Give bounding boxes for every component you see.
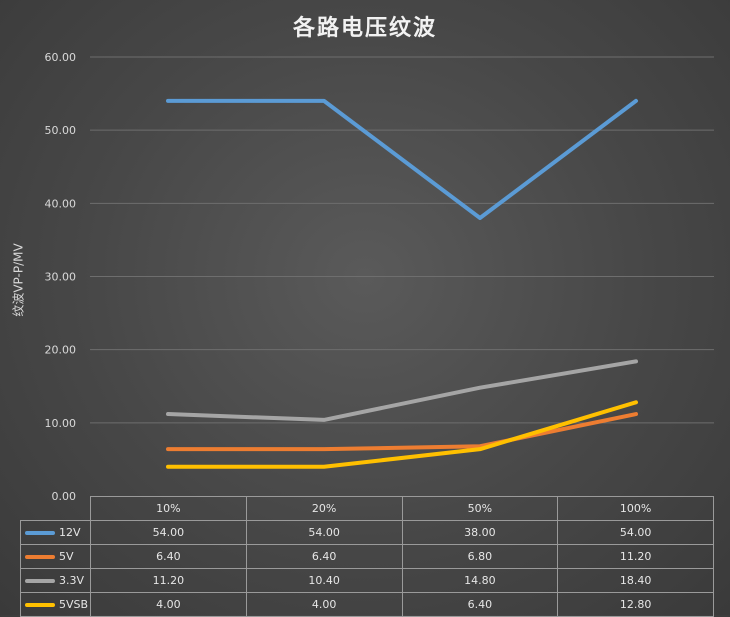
series-name: 3.3V [59,574,85,587]
series-line-12v [166,98,638,220]
gridlines [90,56,714,424]
data-cell: 6.40 [90,544,247,569]
data-cell: 11.20 [557,544,714,569]
table-row: 12V 54.00 54.00 38.00 54.00 [20,520,714,545]
data-cell: 18.40 [557,568,714,593]
series-name: 12V [59,526,81,539]
y-tick-label: 40.00 [45,197,77,210]
category-label: 10% [90,496,247,521]
table-row: 5VSB 4.00 4.00 6.40 12.80 [20,592,714,617]
legend-swatch [25,531,55,535]
legend-swatch [25,603,55,607]
series-name: 5V [59,550,74,563]
y-tick-label: 30.00 [45,271,77,284]
series-lines [166,98,638,469]
series-legend-cell: 5VSB [20,592,91,617]
table-body: 12V 54.00 54.00 38.00 54.00 5V 6.40 6.40 6.80 11.… [20,520,714,617]
y-tick-label: 20.00 [45,344,77,357]
series-line-5vsb [166,400,638,469]
data-cell: 12.80 [557,592,714,617]
series-legend-cell: 5V [20,544,91,569]
category-label: 50% [401,496,559,521]
y-tick-label: 60.00 [45,51,77,64]
data-cell: 4.00 [90,592,247,617]
data-cell: 10.40 [245,568,403,593]
table-row: 3.3V 11.20 10.40 14.80 18.40 [20,568,714,593]
series-name: 5VSB [59,598,89,611]
data-cell: 14.80 [401,568,559,593]
series-line-5v [166,412,638,452]
legend-swatch [25,555,55,559]
data-cell: 54.00 [245,520,403,545]
chart-title: 各路电压纹波 [292,16,437,41]
series-legend-cell: 3.3V [20,568,91,593]
data-cell: 11.20 [90,568,247,593]
table-header-row: 10% 20% 50% 100% [20,496,714,521]
data-cell: 6.80 [401,544,559,569]
table-corner [20,496,91,521]
data-cell: 54.00 [557,520,714,545]
data-cell: 6.40 [401,592,559,617]
data-cell: 6.40 [245,544,403,569]
series-legend-cell: 12V [20,520,91,545]
y-tick-label: 50.00 [45,124,77,137]
data-cell: 54.00 [90,520,247,545]
legend-swatch [25,579,55,583]
data-cell: 4.00 [245,592,403,617]
category-label: 100% [557,496,714,521]
y-tick-label: 10.00 [45,417,77,430]
table-row: 5V 6.40 6.40 6.80 11.20 [20,544,714,569]
data-cell: 38.00 [401,520,559,545]
series-line-3-3v [166,359,638,422]
data-table: 10% 20% 50% 100% 12V 54.00 54.00 38.00 54.00 5V 6… [20,496,714,617]
category-label: 20% [245,496,403,521]
